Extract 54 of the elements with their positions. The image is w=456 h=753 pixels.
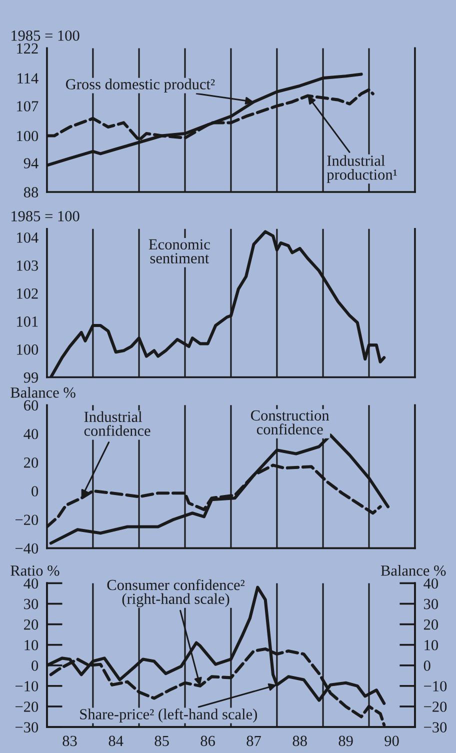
legend-label: Share-price² (left-hand scale) [80, 708, 257, 723]
text: Industrial confidence [84, 411, 150, 436]
x-tick-label: 85 [154, 736, 169, 746]
y2-tick-label: −10 [424, 681, 447, 692]
x-tick-label: 87 [246, 736, 261, 746]
y-tick-label: 40 [24, 578, 38, 589]
x-tick-label: 86 [200, 736, 215, 746]
y2-tick-label: 30 [424, 598, 438, 610]
y-axis-title: Balance % [10, 386, 76, 398]
y-tick-label: 114 [18, 73, 38, 84]
text: Consumer confidence² (right-hand scale) [107, 579, 245, 608]
y-tick-label: −20 [16, 702, 38, 712]
y-tick-label: 107 [17, 101, 38, 112]
y-tick-label: 30 [24, 598, 38, 610]
y-tick-label: 60 [24, 400, 38, 411]
y2-tick-label: −20 [424, 702, 447, 712]
x-tick-label: 88 [292, 736, 307, 746]
y-tick-label: 20 [24, 619, 38, 630]
y-tick-label: 100 [17, 130, 38, 142]
y2-tick-label: 0 [424, 660, 430, 671]
y-tick-label: 104 [17, 232, 38, 243]
y2-tick-label: 40 [424, 578, 438, 589]
y-tick-label: 40 [24, 428, 38, 440]
x-tick-label: 89 [338, 736, 353, 746]
y-tick-label: 100 [17, 344, 38, 355]
series-label: Construction confidence [251, 410, 330, 434]
y-tick-label: −10 [16, 681, 38, 692]
series-label: Gross domestic product² [66, 78, 215, 93]
y2-axis-title: Balance % [380, 565, 446, 576]
y-tick-label: 103 [17, 260, 38, 271]
x-tick-label: 84 [108, 736, 124, 746]
x-tick-label: 90 [384, 736, 399, 746]
y-tick-label: 0 [32, 486, 38, 496]
y-axis-title: 1985 = 100 [12, 211, 80, 222]
text: Economic sentiment [148, 239, 210, 264]
y-tick-label: 102 [17, 288, 38, 299]
text: Industrial production¹ [326, 155, 397, 183]
x-tick-label: 83 [62, 736, 77, 746]
y-tick-label: 20 [24, 457, 38, 468]
y-tick-label: 10 [24, 640, 38, 650]
y-axis-title: Ratio % [10, 565, 60, 576]
y2-tick-label: −30 [424, 722, 447, 732]
y-tick-label: 99 [24, 372, 38, 383]
y-tick-label: −20 [16, 514, 38, 526]
y-tick-label: 0 [32, 660, 38, 671]
y-tick-label: 94 [24, 158, 38, 168]
y-tick-label: −40 [16, 543, 38, 554]
y-tick-label: −30 [16, 722, 38, 732]
y-tick-label: 88 [24, 187, 38, 198]
y-tick-label: 122 [17, 43, 38, 54]
y-axis-title: 1985 = 100 [12, 30, 80, 41]
y2-tick-label: 10 [424, 640, 438, 650]
y-tick-label: 101 [17, 316, 38, 327]
y2-tick-label: 20 [424, 619, 438, 630]
